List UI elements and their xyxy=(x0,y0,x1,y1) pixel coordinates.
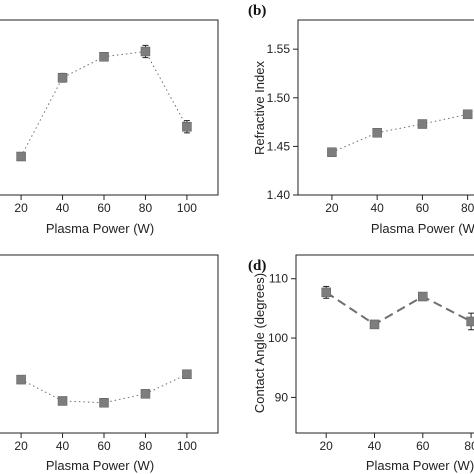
data-point xyxy=(321,287,331,298)
x-tick-label: 20 xyxy=(14,439,28,453)
x-tick-label: 60 xyxy=(97,439,111,453)
data-point xyxy=(16,151,26,162)
series-line xyxy=(331,110,474,153)
data-point xyxy=(417,119,428,129)
data-point xyxy=(372,128,382,138)
y-tick-label: 100 xyxy=(268,331,288,345)
panel-d-label: (d) xyxy=(248,258,266,274)
data-point xyxy=(369,319,380,330)
x-tick-label: 80 xyxy=(139,439,153,453)
x-tick-label: 80 xyxy=(464,439,474,453)
panel-a-frame xyxy=(0,19,219,196)
panel-c: 20 40 60 80 100 Plasma Power (W) xyxy=(0,254,219,473)
data-point xyxy=(418,291,428,302)
x-tick-label: 40 xyxy=(56,439,70,453)
x-tick-label: 40 xyxy=(368,439,382,453)
panel-d: (d) 90 100 110 20 40 60 80 Contact Angle (deg… xyxy=(248,254,474,473)
panel-d-x-axis-title: Plasma Power (W) xyxy=(366,458,474,473)
panel-c-frame xyxy=(0,254,219,434)
data-point xyxy=(182,369,192,380)
panel-d-frame xyxy=(295,254,474,434)
y-tick-label: 1.45 xyxy=(267,139,291,153)
panel-d-y-axis-title: Contact Angle (degrees) xyxy=(252,273,267,413)
panel-a: 20 40 60 80 100 Plasma Power (W) xyxy=(0,19,219,236)
data-point xyxy=(57,396,68,406)
x-tick-label: 20 xyxy=(320,439,334,453)
data-point xyxy=(182,122,192,132)
data-point xyxy=(140,389,151,399)
panel-b-y-axis-title: Refractive Index xyxy=(252,61,267,155)
series-line xyxy=(20,50,188,157)
y-tick-label: 1.50 xyxy=(267,91,291,105)
x-tick-label: 40 xyxy=(56,201,70,215)
x-tick-label: 60 xyxy=(416,201,430,215)
data-point xyxy=(466,316,474,327)
data-point xyxy=(16,374,26,385)
panel-b-label: (b) xyxy=(248,3,266,19)
x-tick-label: 60 xyxy=(416,439,430,453)
y-tick-label: 1.40 xyxy=(267,188,291,202)
x-tick-label: 20 xyxy=(14,201,28,215)
panel-b-x-axis-title: Plasma Power (W) xyxy=(371,221,474,236)
data-point xyxy=(462,109,473,120)
x-tick-label: 100 xyxy=(177,439,197,453)
panel-b-frame xyxy=(297,19,474,196)
panel-b: (b) 1.40 1.45 1.50 1.55 20 40 60 80 Refractive… xyxy=(248,3,474,236)
data-point xyxy=(99,397,109,408)
data-point xyxy=(140,46,151,57)
series-line xyxy=(325,291,472,326)
x-tick-label: 100 xyxy=(177,201,197,215)
x-tick-label: 60 xyxy=(97,201,111,215)
panel-c-x-axis-title: Plasma Power (W) xyxy=(46,458,154,473)
x-tick-label: 20 xyxy=(325,201,339,215)
data-point xyxy=(99,52,109,62)
y-tick-label: 90 xyxy=(275,390,289,404)
panel-a-x-axis-title: Plasma Power (W) xyxy=(46,221,154,236)
x-tick-label: 40 xyxy=(370,201,384,215)
data-point xyxy=(57,73,68,83)
y-tick-label: 110 xyxy=(269,272,288,286)
x-tick-label: 80 xyxy=(139,201,153,215)
x-tick-label: 80 xyxy=(461,201,474,215)
data-point xyxy=(327,147,337,157)
y-tick-label: 1.55 xyxy=(267,42,291,56)
